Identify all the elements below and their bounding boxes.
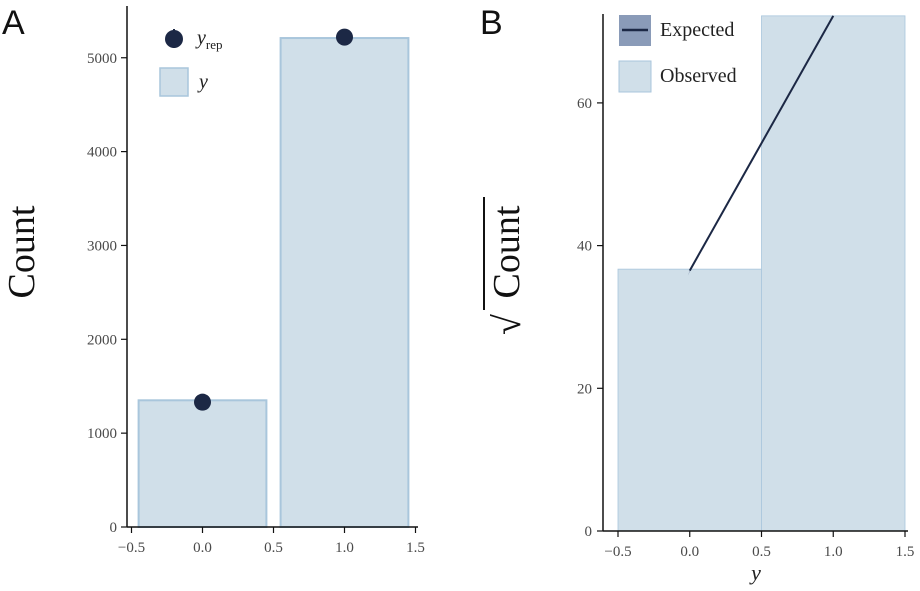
panel-a-ytick-label: 4000: [87, 145, 117, 161]
panel-a-ytick-label: 0: [110, 520, 118, 536]
panel-b-ytick-label: 40: [577, 239, 592, 255]
panel-a-xtick-label: 0.0: [193, 540, 212, 556]
panel-a-ytick-label: 2000: [87, 332, 117, 348]
panel-b-letter: B: [480, 4, 503, 42]
legend-bar-swatch: [159, 67, 189, 97]
panel-a-ytick-label: 3000: [87, 238, 117, 254]
panel-a-y-ticks: 0 1000 2000 3000 4000 5000: [87, 51, 127, 536]
legend-yrep-sub: rep: [206, 37, 223, 52]
panel-b-xtick-label: 1.5: [896, 544, 915, 560]
panel-a-xtick-label: 0.5: [264, 540, 283, 556]
panel-a-y-axis-label: Count: [1, 205, 43, 298]
panel-b-bar-1: [761, 15, 906, 532]
panel-b-legend-expected-entry: Expected: [619, 15, 734, 46]
panel-b-xtick-label: 0.0: [680, 544, 699, 560]
panel-a-legend-yrep-entry: yrep: [165, 27, 223, 52]
panel-a-ytick-label: 1000: [87, 426, 117, 442]
panel-b-bar-0: [617, 268, 762, 532]
panel-b-ytick-label: 60: [577, 96, 592, 112]
panel-b-y-axis-label: √ Count: [483, 197, 529, 335]
legend-observed-swatch: [618, 60, 652, 93]
panel-a-xtick-label: 1.0: [335, 540, 354, 556]
panel-a-legend-y-entry: y: [159, 67, 208, 97]
panel-b-legend: Expected Observed: [618, 15, 737, 93]
sqrt-symbol: √: [487, 314, 529, 335]
legend-point-marker: [165, 30, 183, 48]
panel-a-ytick-label: 5000: [87, 51, 117, 67]
panel-b-ytick-label: 20: [577, 381, 592, 397]
panel-a-bars: [137, 37, 410, 528]
panel-b-bars: [617, 15, 906, 532]
panel-b-legend-observed-label: Observed: [660, 65, 737, 87]
panel-b-ytick-label: 0: [585, 524, 593, 540]
panel-b-xtick-label: 0.5: [752, 544, 771, 560]
panel-a-x-ticks: −0.5 0.0 0.5 1.0 1.5: [118, 527, 425, 556]
panel-a-point-0: [194, 393, 211, 411]
panel-b-y-axis-text: Count: [486, 205, 528, 298]
panel-b-legend-observed-entry: Observed: [618, 60, 737, 93]
panel-b-legend-expected-label: Expected: [660, 19, 734, 41]
panel-a-letter: A: [2, 4, 25, 42]
panel-b-expected-line: [687, 13, 835, 276]
panel-a: A Count 0 1000 2000 3000 4000 5000 −0.5 0.0 0.5…: [1, 4, 425, 556]
panel-a-bar-1: [279, 37, 410, 528]
panel-a-legend-yrep-label: yrep: [195, 27, 223, 52]
panel-a-points: [194, 28, 353, 411]
panel-b-x-ticks: −0.5 0.0 0.5 1.0 1.5: [604, 531, 914, 560]
panel-a-legend: yrep y: [159, 27, 223, 97]
panel-a-point-1: [336, 28, 353, 46]
legend-yrep-main: y: [195, 27, 206, 49]
panel-b-x-axis-label: y: [749, 560, 761, 585]
panel-a-legend-y-label: y: [197, 71, 208, 93]
panel-b-expected-line-path: [688, 15, 835, 272]
panel-a-bar-0: [137, 399, 268, 528]
panel-b-y-ticks: 0 20 40 60: [577, 96, 603, 540]
panel-b-xtick-label: −0.5: [604, 544, 631, 560]
panel-a-xtick-label: −0.5: [118, 540, 145, 556]
panel-b-xtick-label: 1.0: [824, 544, 843, 560]
panel-b: B √ Count 0 20 40 60 −0.5 0.0 0.5 1.0 1.5 y Exp…: [480, 4, 914, 585]
panel-a-xtick-label: 1.5: [406, 540, 425, 556]
